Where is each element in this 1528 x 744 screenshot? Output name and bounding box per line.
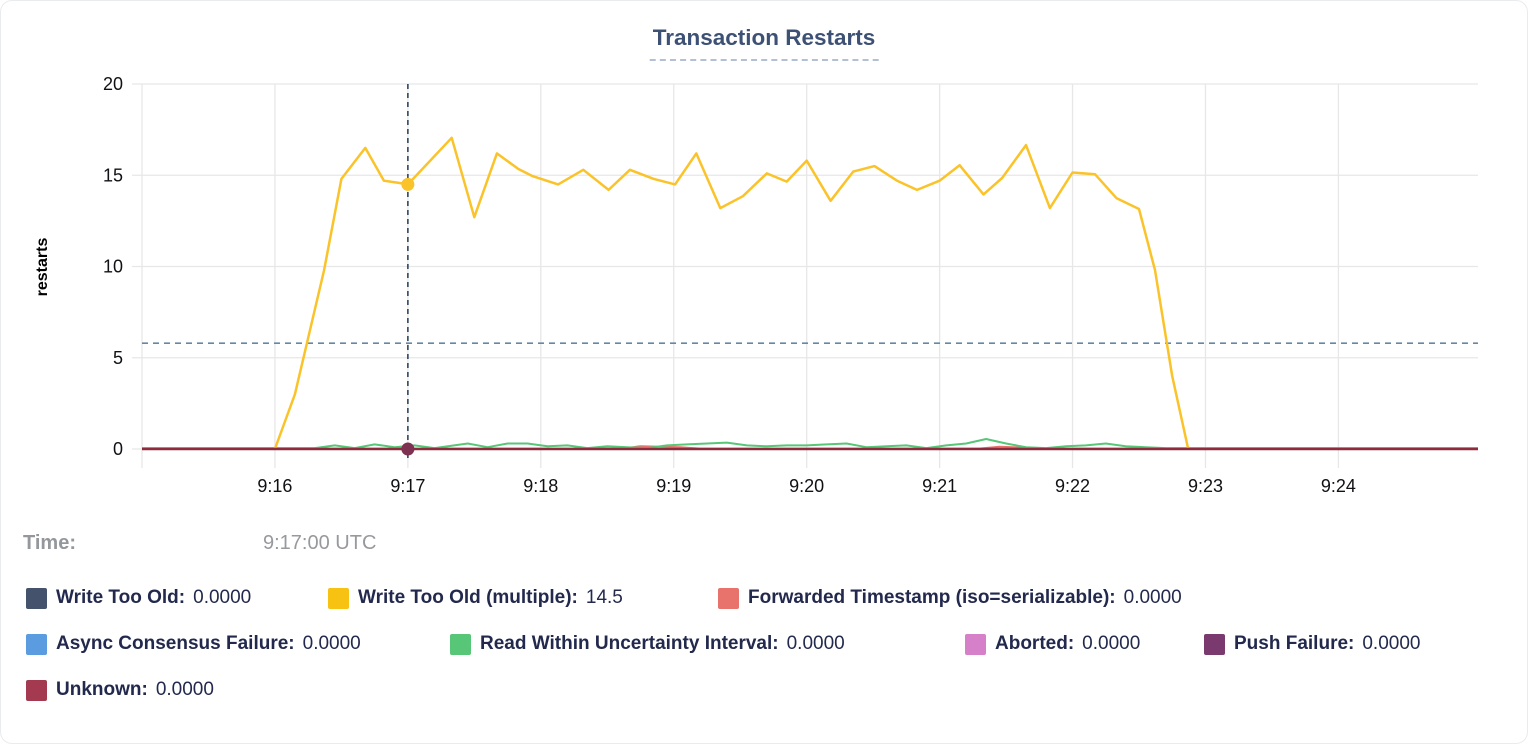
legend-item: Aborted: 0.0000: [965, 633, 1204, 655]
legend-item: Write Too Old (multiple): 14.5: [328, 587, 718, 609]
chart-title: Transaction Restarts: [649, 25, 879, 61]
x-tick-label: 9:18: [523, 476, 558, 496]
legend-label: Forwarded Timestamp (iso=serializable):: [748, 587, 1116, 608]
legend-value: 0.0000: [1082, 633, 1141, 654]
legend-swatch: [1204, 633, 1225, 655]
legend-swatch: [26, 679, 47, 701]
legend-item: Write Too Old: 0.0000: [26, 587, 328, 609]
hover-dot: [401, 177, 415, 191]
legend-value: 0.0000: [1123, 587, 1182, 608]
y-tick-label: 5: [113, 348, 123, 368]
legend-swatch: [26, 633, 47, 655]
legend-row: Unknown: 0.0000: [26, 679, 1506, 701]
legend-label: Write Too Old:: [56, 587, 186, 608]
x-tick-label: 9:23: [1188, 476, 1223, 496]
legend-label: Async Consensus Failure:: [56, 633, 295, 654]
y-tick-label: 15: [103, 165, 123, 185]
legend-label: Aborted:: [995, 633, 1075, 654]
y-tick-label: 10: [103, 257, 123, 277]
legend-item: Push Failure: 0.0000: [1204, 633, 1420, 655]
x-tick-label: 9:16: [257, 476, 292, 496]
y-tick-label: 0: [113, 439, 123, 459]
x-tick-label: 9:21: [922, 476, 957, 496]
legend-swatch: [965, 633, 986, 655]
y-axis-label: restarts: [34, 238, 51, 297]
legend-item: Unknown: 0.0000: [26, 679, 214, 701]
legend-value: 0.0000: [193, 587, 252, 608]
hover-dot: [401, 442, 415, 456]
time-value: 9:17:00 UTC: [263, 532, 377, 554]
legend-label: Write Too Old (multiple):: [358, 587, 578, 608]
legend-item: Forwarded Timestamp (iso=serializable): 0…: [718, 587, 1182, 609]
legend-label: Unknown:: [56, 679, 148, 700]
x-tick-label: 9:20: [789, 476, 824, 496]
legend-swatch: [328, 587, 349, 609]
y-tick-label: 20: [103, 74, 123, 94]
legend-item: Read Within Uncertainty Interval: 0.0000: [450, 633, 965, 655]
legend-label: Read Within Uncertainty Interval:: [480, 633, 779, 654]
legend-swatch: [718, 587, 739, 609]
legend-value: 0.0000: [1362, 633, 1421, 654]
x-tick-label: 9:19: [656, 476, 691, 496]
chart-legend: Write Too Old: 0.0000 Write Too Old (multi…: [26, 587, 1506, 725]
legend-value: 0.0000: [155, 679, 214, 700]
x-tick-label: 9:17: [390, 476, 425, 496]
legend-item: Async Consensus Failure: 0.0000: [26, 633, 450, 655]
legend-row: Async Consensus Failure: 0.0000 Read Withi…: [26, 633, 1506, 655]
legend-row: Write Too Old: 0.0000 Write Too Old (multi…: [26, 587, 1506, 609]
legend-value: 0.0000: [786, 633, 845, 654]
time-label: Time:: [23, 532, 76, 554]
legend-swatch: [26, 587, 47, 609]
x-tick-label: 9:24: [1321, 476, 1356, 496]
legend-swatch: [450, 633, 471, 655]
legend-label: Push Failure:: [1234, 633, 1355, 654]
hover-time-row: Time: 9:17:00 UTC: [23, 532, 376, 555]
series-line: [142, 438, 1478, 450]
transaction-restarts-chart[interactable]: 0 5 10 15 20 9:16 9:17 9:18 9:19 9:20 9:21 9:22 9:23…: [1, 1, 1528, 506]
legend-value: 14.5: [585, 587, 623, 608]
x-tick-label: 9:22: [1055, 476, 1090, 496]
legend-value: 0.0000: [302, 633, 361, 654]
